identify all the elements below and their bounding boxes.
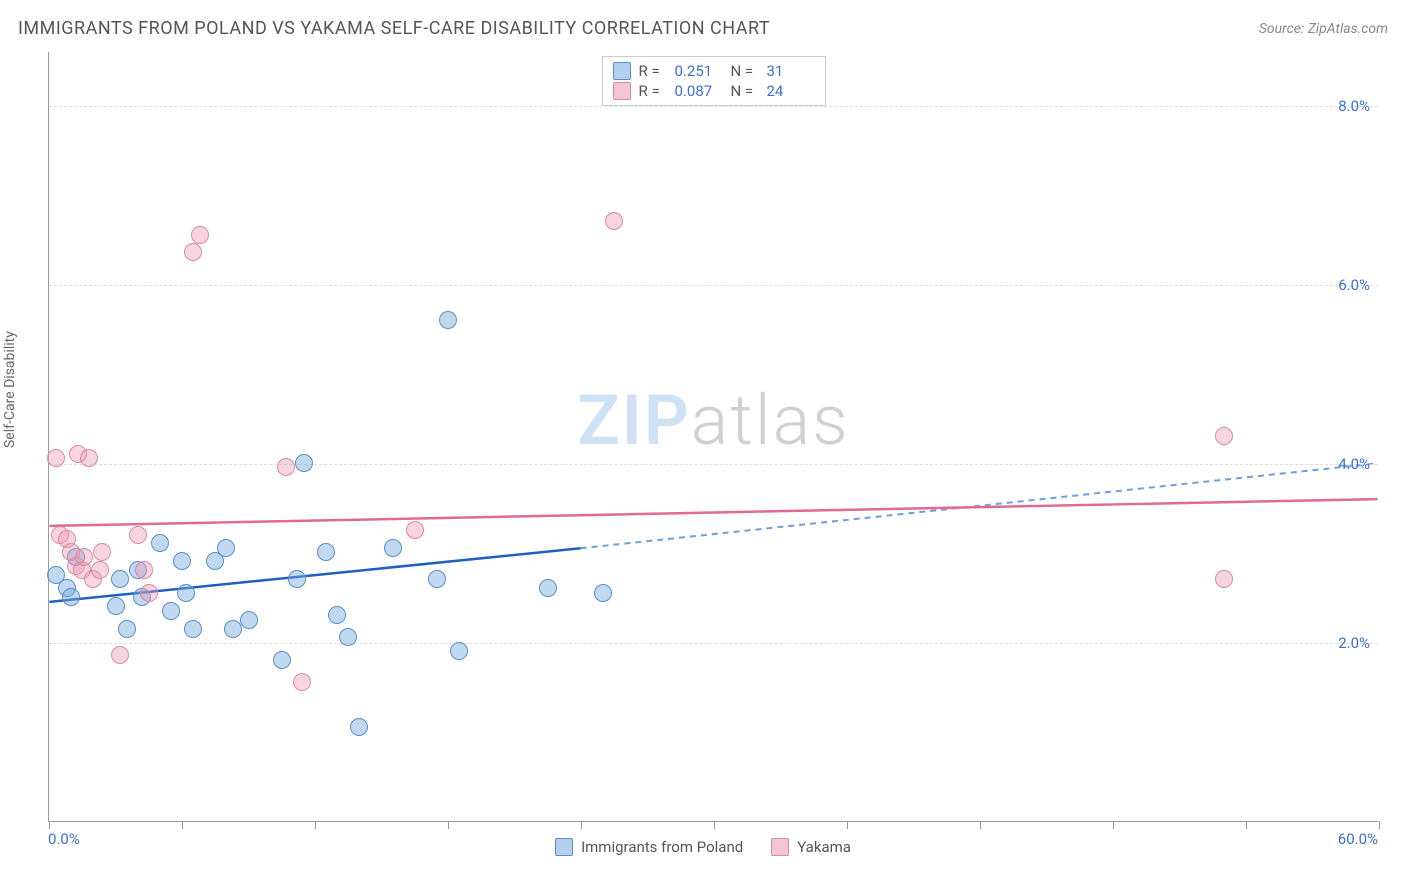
legend-r-label: R = (639, 82, 667, 100)
legend-r-value-yakama: 0.087 (675, 82, 723, 100)
data-point-poland (162, 602, 180, 620)
legend-n-value-poland: 31 (767, 62, 815, 80)
y-tick-label: 8.0% (1338, 97, 1370, 115)
legend-n-value-yakama: 24 (767, 82, 815, 100)
x-tick (1379, 821, 1380, 829)
data-point-yakama (47, 449, 65, 467)
data-point-poland (350, 718, 368, 736)
legend-item-poland: Immigrants from Poland (555, 838, 743, 856)
legend-swatch-pink (613, 82, 631, 100)
gridline (49, 106, 1378, 107)
x-tick (714, 821, 715, 829)
data-point-poland (288, 570, 306, 588)
data-point-yakama (91, 561, 109, 579)
data-point-poland (339, 628, 357, 646)
data-point-poland (184, 620, 202, 638)
legend-n-label: N = (731, 82, 759, 100)
data-point-poland (217, 539, 235, 557)
data-point-yakama (135, 561, 153, 579)
legend-r-label: R = (639, 62, 667, 80)
legend-r-value-poland: 0.251 (675, 62, 723, 80)
data-point-poland (240, 611, 258, 629)
data-point-poland (62, 588, 80, 606)
data-point-poland (317, 543, 335, 561)
data-point-poland (111, 570, 129, 588)
legend-row-poland: R = 0.251 N = 31 (613, 61, 815, 81)
data-point-yakama (129, 526, 147, 544)
data-point-poland (273, 651, 291, 669)
gridline (49, 464, 1378, 465)
watermark: ZIPatlas (577, 380, 849, 462)
legend-item-yakama: Yakama (771, 838, 851, 856)
data-point-yakama (80, 449, 98, 467)
correlation-legend: R = 0.251 N = 31 R = 0.087 N = 24 (602, 56, 826, 106)
x-tick (315, 821, 316, 829)
x-tick (847, 821, 848, 829)
watermark-zip: ZIP (577, 380, 690, 462)
chart-title: IMMIGRANTS FROM POLAND VS YAKAMA SELF-CA… (18, 18, 770, 39)
legend-label-yakama: Yakama (797, 838, 851, 856)
y-tick-label: 2.0% (1338, 634, 1370, 652)
data-point-yakama (605, 212, 623, 230)
gridline (49, 643, 1378, 644)
data-point-poland (177, 584, 195, 602)
data-point-yakama (406, 521, 424, 539)
legend-n-label: N = (731, 62, 759, 80)
y-tick-label: 6.0% (1338, 276, 1370, 294)
legend-swatch-blue (555, 838, 573, 856)
scatter-plot-area: ZIPatlas R = 0.251 N = 31 R = 0.087 N = … (48, 52, 1378, 822)
data-point-yakama (293, 673, 311, 691)
data-point-yakama (93, 543, 111, 561)
data-point-yakama (277, 458, 295, 476)
y-tick-label: 4.0% (1338, 455, 1370, 473)
x-tick (581, 821, 582, 829)
data-point-poland (439, 311, 457, 329)
data-point-poland (107, 597, 125, 615)
data-point-yakama (75, 548, 93, 566)
data-point-poland (118, 620, 136, 638)
source-attribution: Source: ZipAtlas.com (1259, 21, 1388, 37)
data-point-yakama (140, 584, 158, 602)
data-point-poland (384, 539, 402, 557)
data-point-yakama (191, 226, 209, 244)
y-axis-label: Self-Care Disability (2, 331, 18, 448)
trendline-extrapolated-poland (581, 463, 1378, 548)
gridline (49, 285, 1378, 286)
data-point-yakama (1215, 427, 1233, 445)
x-tick (980, 821, 981, 829)
x-tick (182, 821, 183, 829)
data-point-poland (450, 642, 468, 660)
series-legend: Immigrants from Poland Yakama (0, 838, 1406, 856)
trendline-yakama (49, 499, 1377, 526)
legend-swatch-pink (771, 838, 789, 856)
watermark-atlas: atlas (691, 380, 850, 462)
data-point-yakama (184, 243, 202, 261)
x-tick (1246, 821, 1247, 829)
x-tick (1113, 821, 1114, 829)
x-tick (448, 821, 449, 829)
data-point-poland (428, 570, 446, 588)
data-point-poland (151, 534, 169, 552)
data-point-poland (173, 552, 191, 570)
data-point-poland (539, 579, 557, 597)
data-point-poland (328, 606, 346, 624)
data-point-poland (594, 584, 612, 602)
data-point-poland (295, 454, 313, 472)
legend-label-poland: Immigrants from Poland (581, 838, 743, 856)
legend-swatch-blue (613, 62, 631, 80)
trend-lines (49, 52, 1378, 821)
x-tick (49, 821, 50, 829)
legend-row-yakama: R = 0.087 N = 24 (613, 81, 815, 101)
data-point-yakama (1215, 570, 1233, 588)
data-point-yakama (111, 646, 129, 664)
